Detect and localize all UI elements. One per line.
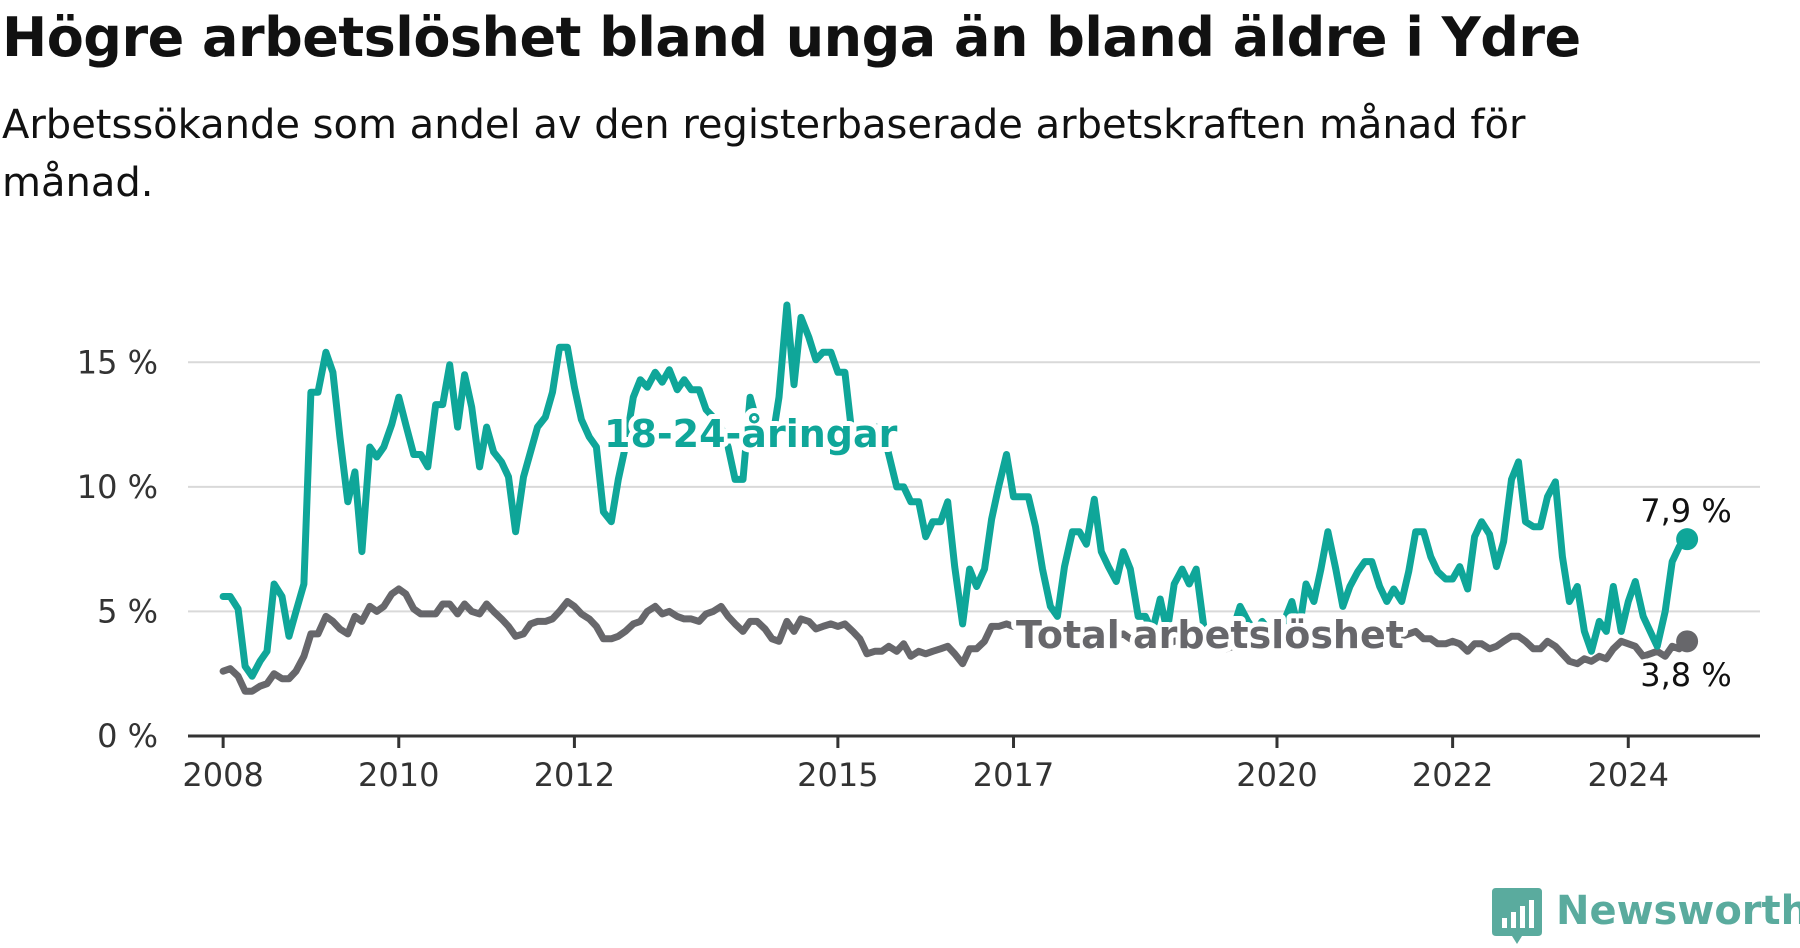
newsworthy-logo-text: Newsworthy bbox=[1556, 888, 1800, 934]
series-line-total bbox=[219, 585, 1691, 695]
end-value-label-youth: 7,9 % bbox=[1640, 492, 1731, 530]
endpoint-youth bbox=[1676, 528, 1699, 551]
series-label-total: Total arbetslöshet bbox=[1016, 613, 1404, 657]
series-labels: 18-24-åringar Total arbetslöshet 7,9 % 3… bbox=[599, 407, 1736, 698]
x-tick-label: 2012 bbox=[534, 756, 615, 794]
series-lines bbox=[219, 301, 1691, 695]
chart-subtitle: Arbetssökande som andel av den registerb… bbox=[2, 102, 1526, 206]
x-tick-label: 2017 bbox=[973, 756, 1054, 794]
series-label-youth: 18-24-åringar bbox=[604, 412, 898, 456]
x-tick-label: 2015 bbox=[797, 756, 878, 794]
x-tick-label: 2010 bbox=[358, 756, 439, 794]
y-tick-label: 15 % bbox=[77, 343, 158, 381]
y-axis-tick-labels: 0 % 5 % 10 % 15 % bbox=[77, 343, 158, 755]
x-tick-label: 2022 bbox=[1412, 756, 1493, 794]
x-axis: 2008 2010 2012 2015 2017 2020 2022 2024 bbox=[182, 734, 1760, 794]
x-tick-label: 2024 bbox=[1588, 756, 1669, 794]
series-line-youth bbox=[219, 301, 1691, 680]
series-endpoints bbox=[1676, 528, 1699, 653]
chart-title: Högre arbetslöshet bland unga än bland ä… bbox=[2, 6, 1581, 69]
endpoint-total bbox=[1676, 630, 1699, 653]
newsworthy-logo-icon bbox=[1492, 888, 1542, 944]
x-tick-label: 2020 bbox=[1236, 756, 1317, 794]
end-value-label-total: 3,8 % bbox=[1640, 656, 1731, 694]
newsworthy-logo: Newsworthy bbox=[1492, 888, 1800, 944]
x-tick-label: 2008 bbox=[182, 756, 263, 794]
y-tick-label: 10 % bbox=[77, 468, 158, 506]
y-tick-label: 5 % bbox=[97, 592, 158, 630]
y-tick-label: 0 % bbox=[97, 717, 158, 755]
